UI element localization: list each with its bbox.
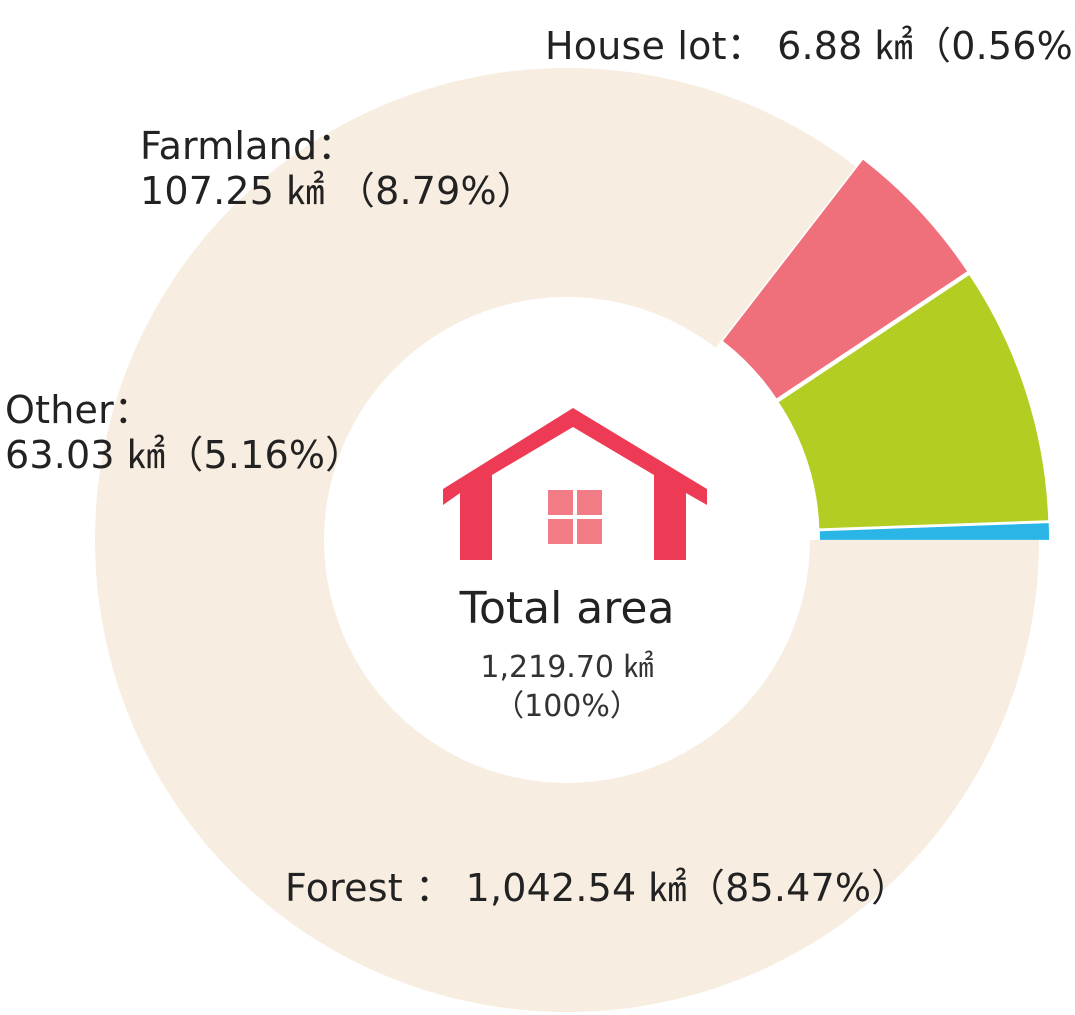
label-other-value: 63.03 ㎢（5.16%） (5, 432, 364, 477)
slice-farmland (778, 275, 1049, 529)
center-title: Total area (459, 583, 675, 634)
house-window-pane-4 (577, 519, 602, 544)
house-window-pane-3 (548, 519, 573, 544)
label-farmland-value: 107.25 ㎢ （8.79%） (140, 168, 536, 213)
slice-forest (95, 67, 1040, 1012)
slice-other (722, 159, 968, 399)
label-house-lot: House lot： 6.88 ㎢（0.56%） (545, 24, 1075, 68)
slice-house-lot (819, 523, 1049, 540)
label-farmland-name: Farmland： (140, 124, 356, 168)
center-total-value: 1,219.70 ㎢ （100%） (367, 648, 767, 726)
label-other: Other： 63.03 ㎢（5.16%） (5, 388, 363, 478)
house-roof (443, 408, 707, 560)
label-other-name: Other： (5, 388, 153, 432)
house-window-pane-2 (577, 490, 602, 515)
label-forest: Forest ： 1,042.54 ㎢（85.47%） (285, 866, 910, 910)
center-total-percent: （100%） (494, 689, 640, 724)
house-window-pane-1 (548, 490, 573, 515)
house-icon (443, 408, 707, 560)
label-farmland: Farmland： 107.25 ㎢ （8.79%） (140, 124, 535, 214)
center-total-area: 1,219.70 ㎢ (480, 650, 654, 685)
